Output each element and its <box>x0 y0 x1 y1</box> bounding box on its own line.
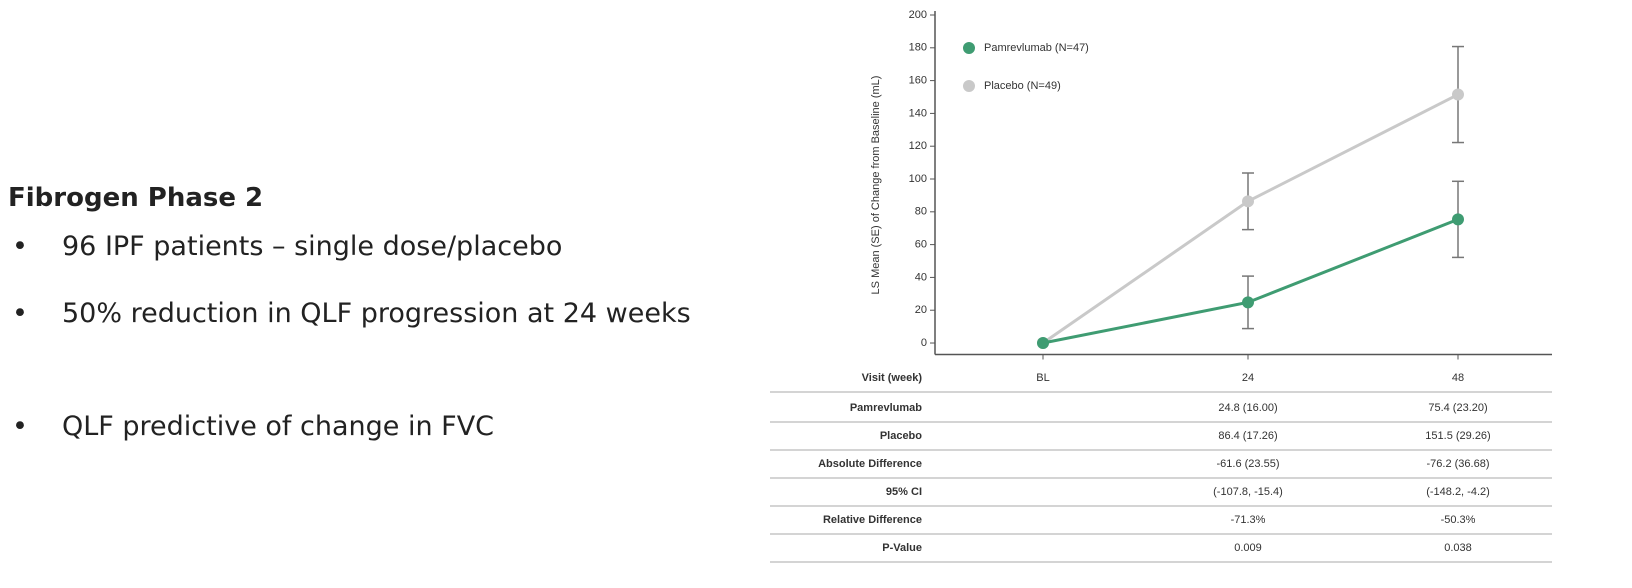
row-label: Relative Difference <box>823 514 922 526</box>
x-tick-label: BL <box>1036 372 1049 384</box>
table-header: Visit (week) <box>862 372 923 384</box>
row-label: 95% CI <box>886 486 922 498</box>
y-axis-label: LS Mean (SE) of Change from Baseline (mL… <box>870 76 882 295</box>
table-cell: 0.038 <box>1444 542 1472 554</box>
y-tick-label: 140 <box>909 107 927 119</box>
row-label: P-Value <box>882 542 922 554</box>
table-cell: (-107.8, -15.4) <box>1213 486 1283 498</box>
row-label: Pamrevlumab <box>850 402 922 414</box>
y-tick-label: 200 <box>909 9 927 21</box>
table-cell: (-148.2, -4.2) <box>1426 486 1490 498</box>
table-cell: -71.3% <box>1231 514 1266 526</box>
row-label: Placebo <box>880 430 922 442</box>
table-cell: 86.4 (17.26) <box>1218 430 1277 442</box>
bullet: 96 IPF patients – single dose/placebo <box>12 225 742 268</box>
data-point <box>1452 88 1464 101</box>
bullet: QLF predictive of change in FVC <box>12 405 742 448</box>
table-cell: 24.8 (16.00) <box>1218 402 1277 414</box>
table-cell: -50.3% <box>1441 514 1476 526</box>
table-cell: 75.4 (23.20) <box>1428 402 1487 414</box>
y-tick-label: 160 <box>909 75 927 87</box>
table-cell: -76.2 (36.68) <box>1427 458 1490 470</box>
legend-label: Placebo (N=49) <box>984 80 1061 92</box>
y-tick-label: 60 <box>915 239 927 251</box>
x-tick-label: 24 <box>1242 372 1254 384</box>
bullet: 50% reduction in QLF progression at 24 w… <box>12 292 742 335</box>
heading: Fibrogen Phase 2 <box>8 183 264 213</box>
data-point <box>1037 337 1049 350</box>
y-tick-label: 40 <box>915 271 927 283</box>
data-point <box>1242 296 1254 309</box>
data-point <box>1452 213 1464 226</box>
y-tick-label: 0 <box>921 337 927 349</box>
x-tick-label: 48 <box>1452 372 1464 384</box>
y-tick-label: 120 <box>909 140 927 152</box>
y-tick-label: 20 <box>915 304 927 316</box>
legend-marker <box>963 80 975 92</box>
table-cell: 0.009 <box>1234 542 1262 554</box>
table-cell: -61.6 (23.55) <box>1217 458 1280 470</box>
series-line <box>1042 217 1459 345</box>
y-tick-label: 180 <box>909 42 927 54</box>
row-label: Absolute Difference <box>818 458 922 470</box>
y-tick-label: 80 <box>915 206 927 218</box>
y-tick-label: 100 <box>909 173 927 185</box>
legend-marker <box>963 42 975 54</box>
data-point <box>1242 195 1254 208</box>
slide-text: Fibrogen Phase 2 96 IPF patients – singl… <box>0 0 760 588</box>
table-cell: 151.5 (29.26) <box>1425 430 1490 442</box>
legend-label: Pamrevlumab (N=47) <box>984 42 1089 54</box>
